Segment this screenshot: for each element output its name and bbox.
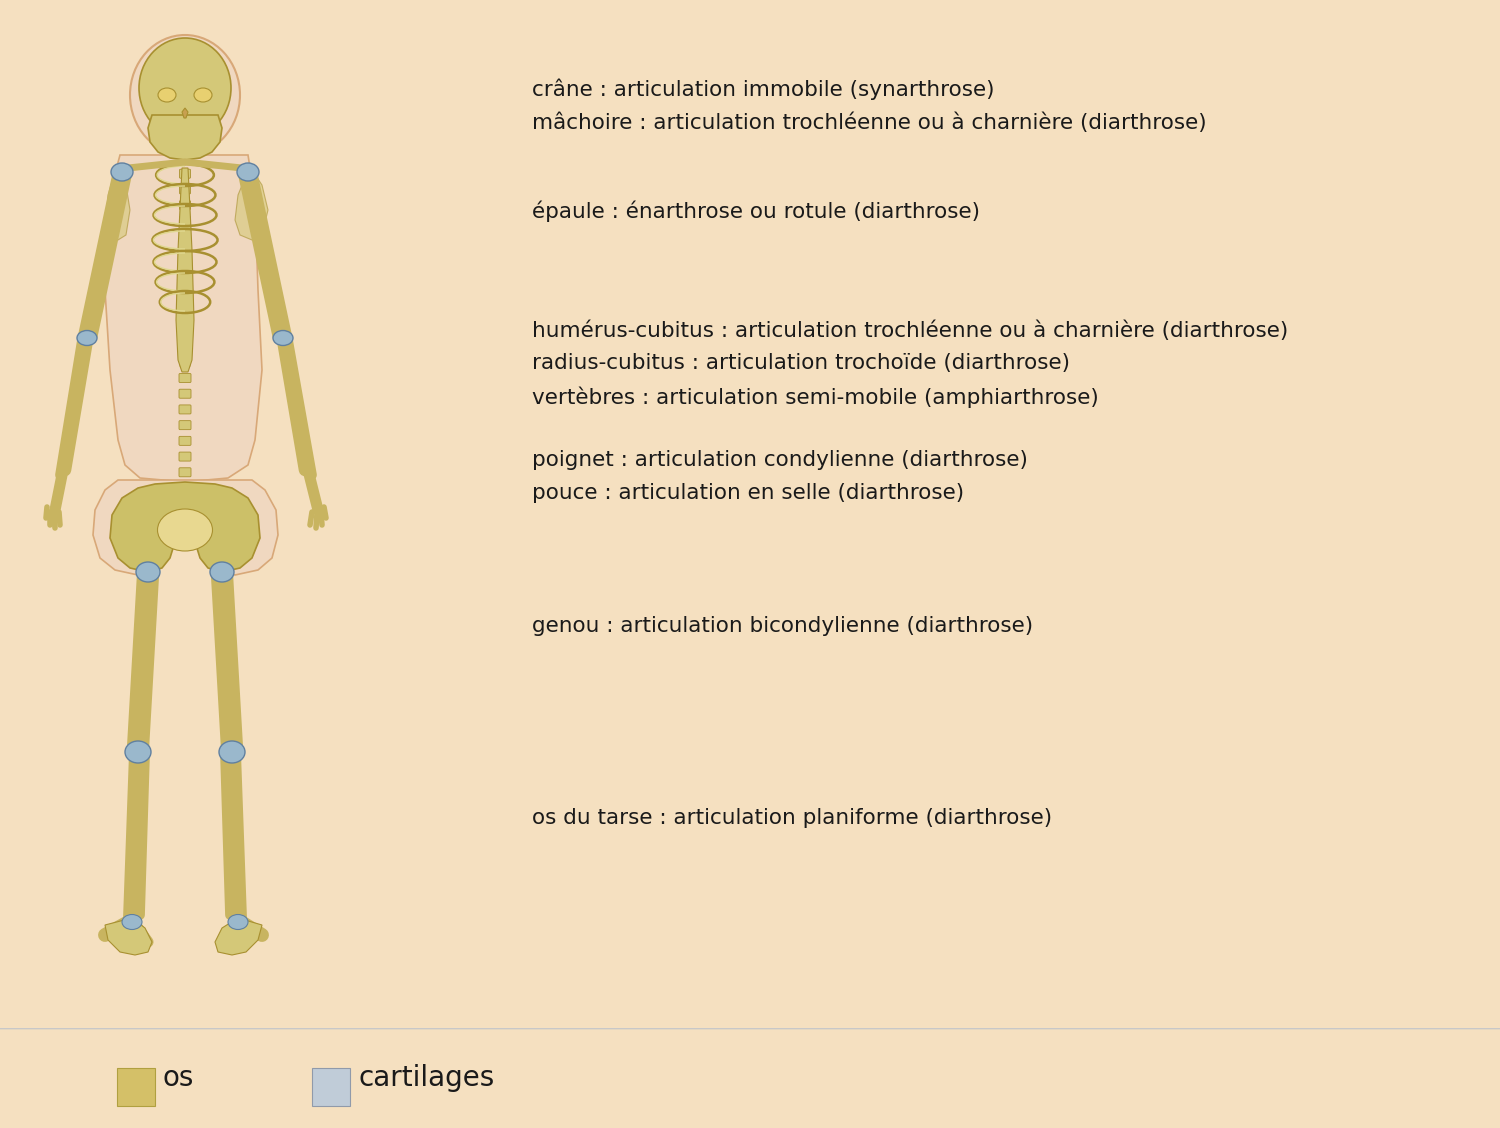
FancyBboxPatch shape <box>180 169 190 178</box>
Ellipse shape <box>273 331 292 345</box>
FancyBboxPatch shape <box>180 326 190 335</box>
Text: mâchoire : articulation trochléenne ou à charnière (diarthrose): mâchoire : articulation trochléenne ou à… <box>532 113 1208 133</box>
FancyBboxPatch shape <box>312 1068 350 1105</box>
Ellipse shape <box>219 741 245 763</box>
FancyBboxPatch shape <box>178 405 190 414</box>
FancyBboxPatch shape <box>117 1068 154 1105</box>
FancyBboxPatch shape <box>180 248 190 257</box>
Text: cartilages: cartilages <box>358 1064 495 1092</box>
Text: humérus-cubitus : articulation trochléenne ou à charnière (diarthrose): humérus-cubitus : articulation trochléen… <box>532 320 1288 341</box>
Polygon shape <box>93 481 278 575</box>
Polygon shape <box>214 918 262 955</box>
Text: pouce : articulation en selle (diarthrose): pouce : articulation en selle (diarthros… <box>532 483 964 503</box>
FancyBboxPatch shape <box>178 468 190 477</box>
Ellipse shape <box>237 164 260 180</box>
FancyBboxPatch shape <box>180 294 190 303</box>
FancyBboxPatch shape <box>178 452 190 461</box>
Text: épaule : énarthrose ou rotule (diarthrose): épaule : énarthrose ou rotule (diarthros… <box>532 200 981 221</box>
Polygon shape <box>105 155 262 482</box>
FancyBboxPatch shape <box>180 185 190 194</box>
Polygon shape <box>182 108 188 118</box>
Ellipse shape <box>122 915 142 929</box>
Ellipse shape <box>194 88 211 102</box>
FancyBboxPatch shape <box>180 342 190 351</box>
FancyBboxPatch shape <box>178 484 190 493</box>
FancyBboxPatch shape <box>178 421 190 430</box>
Polygon shape <box>148 115 222 160</box>
Ellipse shape <box>130 35 240 155</box>
FancyBboxPatch shape <box>178 373 190 382</box>
FancyBboxPatch shape <box>180 217 190 226</box>
Ellipse shape <box>158 88 176 102</box>
Polygon shape <box>176 168 194 372</box>
Polygon shape <box>110 482 260 572</box>
FancyBboxPatch shape <box>180 201 190 210</box>
Ellipse shape <box>140 38 231 138</box>
Text: poignet : articulation condylienne (diarthrose): poignet : articulation condylienne (diar… <box>532 450 1029 470</box>
Text: radius-cubitus : articulation trochoïde (diarthrose): radius-cubitus : articulation trochoïde … <box>532 353 1071 373</box>
Text: genou : articulation bicondylienne (diarthrose): genou : articulation bicondylienne (diar… <box>532 616 1034 636</box>
FancyBboxPatch shape <box>178 389 190 398</box>
Ellipse shape <box>136 562 160 582</box>
Polygon shape <box>105 918 152 955</box>
Ellipse shape <box>111 164 134 180</box>
FancyBboxPatch shape <box>180 280 190 289</box>
FancyBboxPatch shape <box>180 232 190 241</box>
Ellipse shape <box>76 331 98 345</box>
Text: os du tarse : articulation planiforme (diarthrose): os du tarse : articulation planiforme (d… <box>532 808 1053 828</box>
FancyBboxPatch shape <box>180 358 190 367</box>
FancyBboxPatch shape <box>180 153 190 162</box>
Text: crâne : articulation immobile (synarthrose): crâne : articulation immobile (synarthro… <box>532 78 994 99</box>
Ellipse shape <box>158 509 213 550</box>
Polygon shape <box>236 170 268 240</box>
Ellipse shape <box>228 915 248 929</box>
FancyBboxPatch shape <box>180 264 190 273</box>
Ellipse shape <box>210 562 234 582</box>
Polygon shape <box>106 170 130 240</box>
FancyBboxPatch shape <box>180 310 190 319</box>
Text: vertèbres : articulation semi-mobile (amphiarthrose): vertèbres : articulation semi-mobile (am… <box>532 386 1100 407</box>
Text: os: os <box>164 1064 195 1092</box>
Ellipse shape <box>124 741 152 763</box>
FancyBboxPatch shape <box>178 437 190 446</box>
